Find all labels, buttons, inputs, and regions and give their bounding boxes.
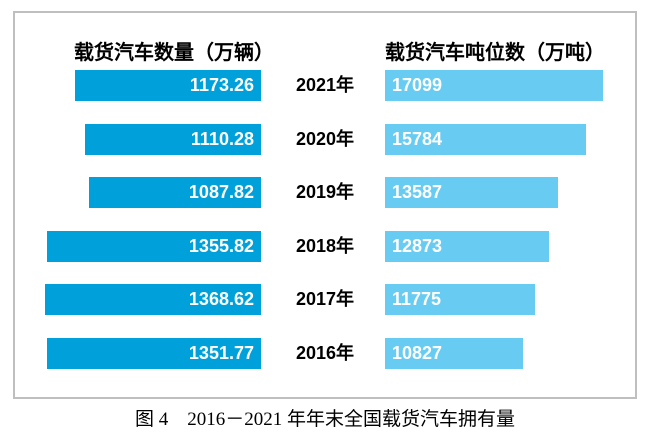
- year-label: 2018年: [295, 236, 355, 256]
- truck-count-value-label: 1351.77: [188, 343, 254, 363]
- truck-tonnage-value-label: 11775: [392, 289, 442, 309]
- year-label: 2020年: [295, 129, 355, 149]
- truck-tonnage-value-label: 10827: [392, 343, 443, 363]
- left-series-title: 载货汽车数量（万辆）: [74, 42, 274, 64]
- truck-tonnage-bar: 12873: [385, 231, 550, 262]
- truck-tonnage-bar: 10827: [385, 338, 523, 369]
- year-label: 2016年: [295, 343, 355, 363]
- truck-count-bar: 1110.28: [85, 124, 261, 155]
- truck-count-bar: 1173.26: [75, 70, 261, 101]
- truck-tonnage-bar: 11775: [385, 284, 536, 315]
- right-series-title: 载货汽车吨位数（万吨）: [385, 42, 605, 64]
- truck-tonnage-bar: 15784: [385, 124, 587, 155]
- truck-count-bar: 1368.62: [44, 284, 261, 315]
- truck-count-bar: 1351.77: [47, 338, 261, 369]
- truck-tonnage-value-label: 15784: [392, 129, 443, 149]
- truck-count-bar: 1087.82: [88, 177, 261, 208]
- year-label: 2021年: [295, 75, 355, 95]
- truck-tonnage-value-label: 17099: [392, 75, 443, 95]
- year-label: 2017年: [295, 289, 355, 309]
- year-label: 2019年: [295, 182, 355, 202]
- truck-count-value-label: 1368.62: [188, 289, 254, 309]
- truck-tonnage-bar: 17099: [385, 70, 603, 101]
- truck-tonnage-value-label: 12873: [392, 236, 443, 256]
- truck-count-value-label: 1173.26: [189, 75, 254, 95]
- truck-count-value-label: 1110.28: [190, 129, 254, 149]
- truck-count-bar: 1355.82: [46, 231, 261, 262]
- truck-count-value-label: 1087.82: [188, 182, 254, 202]
- truck-count-value-label: 1355.82: [188, 236, 254, 256]
- truck-tonnage-bar: 13587: [385, 177, 559, 208]
- figure-caption: 图 4 2016－2021 年年末全国载货汽车拥有量: [134, 409, 515, 430]
- truck-tonnage-value-label: 13587: [392, 182, 443, 202]
